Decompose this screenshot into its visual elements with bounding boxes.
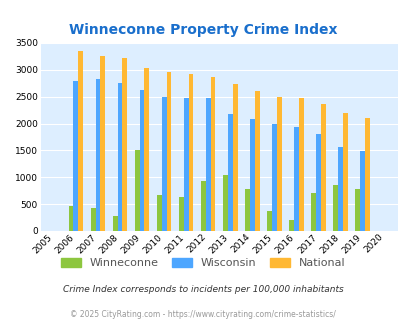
Bar — [205, 98, 210, 231]
Bar — [245, 188, 249, 231]
Bar — [298, 98, 303, 231]
Bar — [78, 51, 83, 231]
Bar — [342, 113, 347, 231]
Bar — [337, 147, 342, 231]
Bar — [276, 97, 281, 231]
Bar — [73, 81, 78, 231]
Bar — [161, 97, 166, 231]
Bar — [315, 134, 320, 231]
Bar — [333, 185, 337, 231]
Bar — [139, 90, 144, 231]
Bar — [266, 211, 271, 231]
Bar — [68, 206, 73, 231]
Bar — [311, 193, 315, 231]
Bar — [293, 127, 298, 231]
Text: Crime Index corresponds to incidents per 100,000 inhabitants: Crime Index corresponds to incidents per… — [62, 285, 343, 294]
Bar — [117, 83, 122, 231]
Bar — [134, 150, 139, 231]
Bar — [122, 58, 127, 231]
Bar — [210, 77, 215, 231]
Bar — [354, 189, 359, 231]
Text: © 2025 CityRating.com - https://www.cityrating.com/crime-statistics/: © 2025 CityRating.com - https://www.city… — [70, 310, 335, 319]
Legend: Winneconne, Wisconsin, National: Winneconne, Wisconsin, National — [56, 253, 349, 273]
Bar — [100, 56, 105, 231]
Bar — [156, 195, 161, 231]
Bar — [320, 104, 325, 231]
Bar — [364, 117, 369, 231]
Text: Winneconne Property Crime Index: Winneconne Property Crime Index — [68, 23, 337, 37]
Bar — [359, 151, 364, 231]
Bar — [288, 220, 293, 231]
Bar — [90, 208, 95, 231]
Bar — [113, 216, 117, 231]
Bar — [144, 68, 149, 231]
Bar — [254, 91, 259, 231]
Bar — [95, 80, 100, 231]
Bar — [188, 74, 193, 231]
Bar — [249, 119, 254, 231]
Bar — [271, 124, 276, 231]
Bar — [183, 98, 188, 231]
Bar — [179, 197, 183, 231]
Bar — [200, 181, 205, 231]
Bar — [222, 175, 227, 231]
Bar — [227, 115, 232, 231]
Bar — [166, 73, 171, 231]
Bar — [232, 84, 237, 231]
